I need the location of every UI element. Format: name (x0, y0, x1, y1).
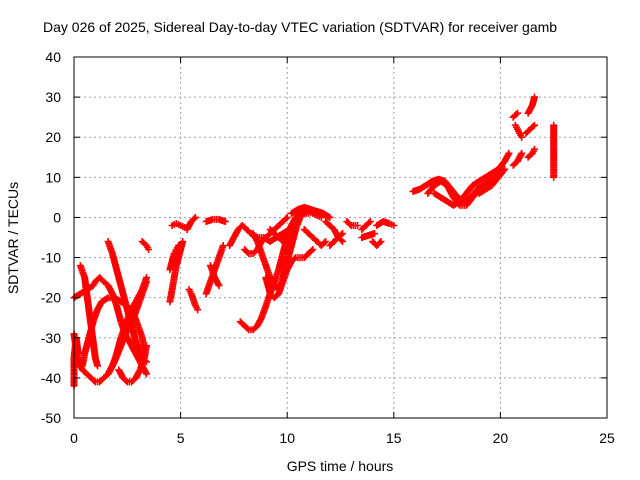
data-point-markers (266, 213, 300, 245)
data-track (358, 218, 374, 233)
y-tick-label: -40 (41, 370, 61, 386)
data-point-markers (326, 230, 347, 249)
y-tick-label: 30 (45, 89, 61, 105)
data-track (524, 145, 538, 161)
data-point-markers (202, 215, 229, 225)
data-track (185, 286, 202, 314)
data-track (343, 218, 362, 229)
data-track (262, 246, 317, 302)
x-tick-label: 15 (386, 430, 402, 446)
data-point-markers (185, 286, 202, 314)
data-point-markers (430, 149, 513, 209)
y-tick-label: 20 (45, 129, 61, 145)
data-track (373, 218, 398, 229)
data-track (300, 226, 330, 249)
data-point-markers (522, 121, 538, 137)
data-point-markers (138, 238, 153, 253)
data-track (202, 215, 229, 225)
y-tick-label: -30 (41, 330, 61, 346)
data-point-markers (104, 278, 150, 378)
y-tick-label: -50 (41, 410, 61, 426)
data-track (524, 93, 538, 117)
data-point-markers (509, 109, 521, 121)
data-point-markers (206, 262, 223, 290)
y-tick-label: 40 (45, 49, 61, 65)
data-track (166, 242, 182, 274)
data-point-markers (115, 342, 150, 386)
data-point-markers (343, 218, 362, 229)
x-tick-label: 5 (177, 430, 185, 446)
data-track (288, 203, 334, 221)
data-point-markers (475, 165, 509, 197)
data-track (138, 238, 153, 253)
x-tick-labels: 0 5 10 15 20 25 (70, 430, 615, 446)
x-tick-label: 20 (493, 430, 509, 446)
data-track (509, 109, 521, 121)
plot-frame (73, 56, 608, 419)
x-axis-label: GPS time / hours (287, 458, 394, 474)
data-track (369, 238, 385, 249)
data-point-markers (550, 121, 558, 181)
y-tick-label: -20 (41, 290, 61, 306)
data-point-markers (373, 218, 398, 229)
data-track (266, 213, 300, 245)
data-point-markers (166, 242, 182, 274)
y-tick-label: -10 (41, 250, 61, 266)
data-track (326, 230, 347, 249)
data-point-markers (288, 203, 334, 221)
y-tick-label: 10 (45, 169, 61, 185)
data-point-markers (358, 230, 379, 241)
data-track (183, 213, 199, 233)
data-point-markers (524, 93, 538, 117)
data-point-markers (511, 121, 526, 141)
data-point-markers (369, 238, 385, 249)
data-point-markers (509, 149, 526, 169)
data-track (550, 121, 558, 181)
data-point-markers (262, 246, 317, 302)
grid (74, 57, 607, 418)
data-track (522, 121, 538, 137)
data-track (206, 262, 223, 290)
data-point-markers (183, 213, 199, 233)
data-points (70, 93, 558, 390)
x-tick-label: 25 (599, 430, 615, 446)
chart-title: Day 026 of 2025, Sidereal Day-to-day VTE… (43, 19, 557, 35)
x-tick-label: 10 (279, 430, 295, 446)
data-track (475, 165, 509, 197)
y-tick-labels: -50 -40 -30 -20 -10 0 10 20 30 40 (41, 49, 61, 426)
data-point-markers (300, 226, 330, 249)
data-point-markers (358, 218, 374, 233)
data-point-markers (166, 238, 187, 306)
data-track (115, 342, 150, 386)
axis-ticks (73, 56, 608, 419)
data-point-markers (524, 145, 538, 161)
data-track (104, 278, 150, 378)
data-track (511, 121, 526, 141)
y-axis-label: SDTVAR / TECUs (5, 182, 21, 294)
y-tick-label: 0 (53, 209, 61, 225)
data-track (358, 230, 379, 241)
series-points (70, 93, 558, 390)
data-track (166, 238, 187, 306)
data-track (430, 149, 513, 209)
data-track (509, 149, 526, 169)
x-tick-label: 0 (70, 430, 78, 446)
